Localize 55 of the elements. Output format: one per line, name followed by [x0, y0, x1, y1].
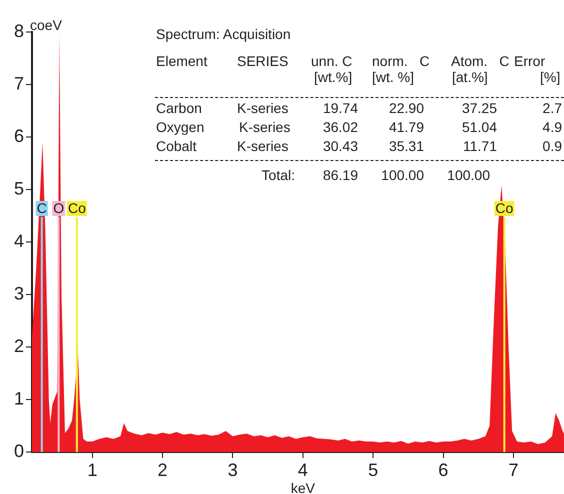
annotation: [wt. %]: [372, 69, 414, 85]
annotation: 0.9: [542, 138, 562, 154]
annotation: 41.79: [388, 119, 424, 135]
y-tick-label: 2: [14, 336, 24, 356]
x-tick-label: 7: [508, 460, 518, 480]
ref-line-label: Co: [68, 200, 86, 216]
x-tick-label: 1: [87, 460, 98, 480]
ref-line-label: C: [36, 200, 47, 216]
annotation: [%]: [540, 69, 560, 85]
annotation: 51.04: [462, 119, 497, 135]
annotation: K-series: [239, 119, 290, 135]
ref-line-label: Co: [495, 200, 514, 216]
annotation: [at.%]: [452, 69, 488, 85]
annotation: K-series: [237, 100, 288, 116]
annotation: 37.25: [462, 100, 497, 116]
annotation: SERIES: [237, 53, 288, 69]
ref-line-label: O: [53, 200, 64, 216]
annotation: Total:: [260, 167, 295, 183]
x-tick-label: 4: [298, 460, 308, 480]
x-tick-label: 2: [158, 460, 168, 480]
annotation: norm. C: [372, 53, 430, 69]
y-tick-label: 4: [14, 230, 24, 251]
annotation: 19.74: [322, 100, 358, 116]
annotation: 4.9: [542, 119, 562, 135]
annotation: 11.71: [463, 138, 497, 154]
y-axis-title: coeV: [30, 17, 63, 33]
annotation: [wt.%]: [314, 69, 352, 85]
annotation: 86.19: [322, 167, 358, 183]
annotation: 22.90: [388, 100, 424, 116]
annotation: Error: [514, 53, 546, 69]
y-tick-label: 1: [14, 388, 24, 408]
x-tick-label: 6: [438, 460, 448, 480]
annotation: 2.7: [542, 100, 562, 116]
annotation: Carbon: [156, 100, 202, 116]
x-tick-label: 5: [368, 460, 378, 480]
y-tick-label: 7: [14, 73, 24, 94]
annotation: 100.00: [447, 167, 490, 183]
y-tick-label: 0: [14, 440, 24, 461]
y-tick-label: 5: [14, 178, 24, 198]
x-tick-label: 3: [228, 460, 238, 480]
annotation: Spectrum: Acquisition: [156, 26, 291, 42]
y-tick-label: 8: [14, 20, 24, 41]
annotation: K-series: [237, 138, 288, 154]
annotation: Cobalt: [156, 138, 196, 154]
annotation: Element: [156, 53, 208, 69]
y-tick-label: 3: [14, 283, 24, 304]
annotation: 36.02: [322, 119, 358, 135]
annotation: 35.31: [388, 138, 424, 154]
annotation: Oxygen: [156, 119, 204, 135]
y-tick-label: 6: [14, 126, 24, 146]
x-axis-title: keV: [290, 480, 316, 494]
annotation: 100.00: [381, 167, 424, 183]
annotation: unn. C: [311, 53, 352, 69]
annotation: 30.43: [322, 138, 358, 154]
annotation: Atom. C: [451, 53, 510, 69]
